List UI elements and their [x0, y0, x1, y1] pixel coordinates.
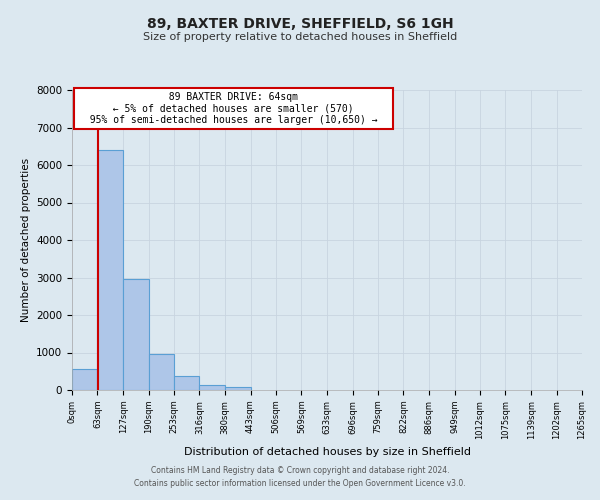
- X-axis label: Distribution of detached houses by size in Sheffield: Distribution of detached houses by size …: [184, 447, 470, 457]
- Bar: [149, 354, 174, 390]
- Bar: [72, 369, 97, 390]
- Bar: [174, 376, 199, 390]
- Bar: [97, 150, 123, 390]
- Text: Size of property relative to detached houses in Sheffield: Size of property relative to detached ho…: [143, 32, 457, 42]
- Bar: [199, 384, 225, 390]
- Bar: [123, 280, 149, 390]
- Text: 89, BAXTER DRIVE, SHEFFIELD, S6 1GH: 89, BAXTER DRIVE, SHEFFIELD, S6 1GH: [146, 18, 454, 32]
- Text: Contains HM Land Registry data © Crown copyright and database right 2024.
Contai: Contains HM Land Registry data © Crown c…: [134, 466, 466, 487]
- Text: 89 BAXTER DRIVE: 64sqm  
  ← 5% of detached houses are smaller (570)  
  95% of : 89 BAXTER DRIVE: 64sqm ← 5% of detached …: [77, 92, 389, 126]
- Bar: [225, 388, 251, 390]
- Y-axis label: Number of detached properties: Number of detached properties: [20, 158, 31, 322]
